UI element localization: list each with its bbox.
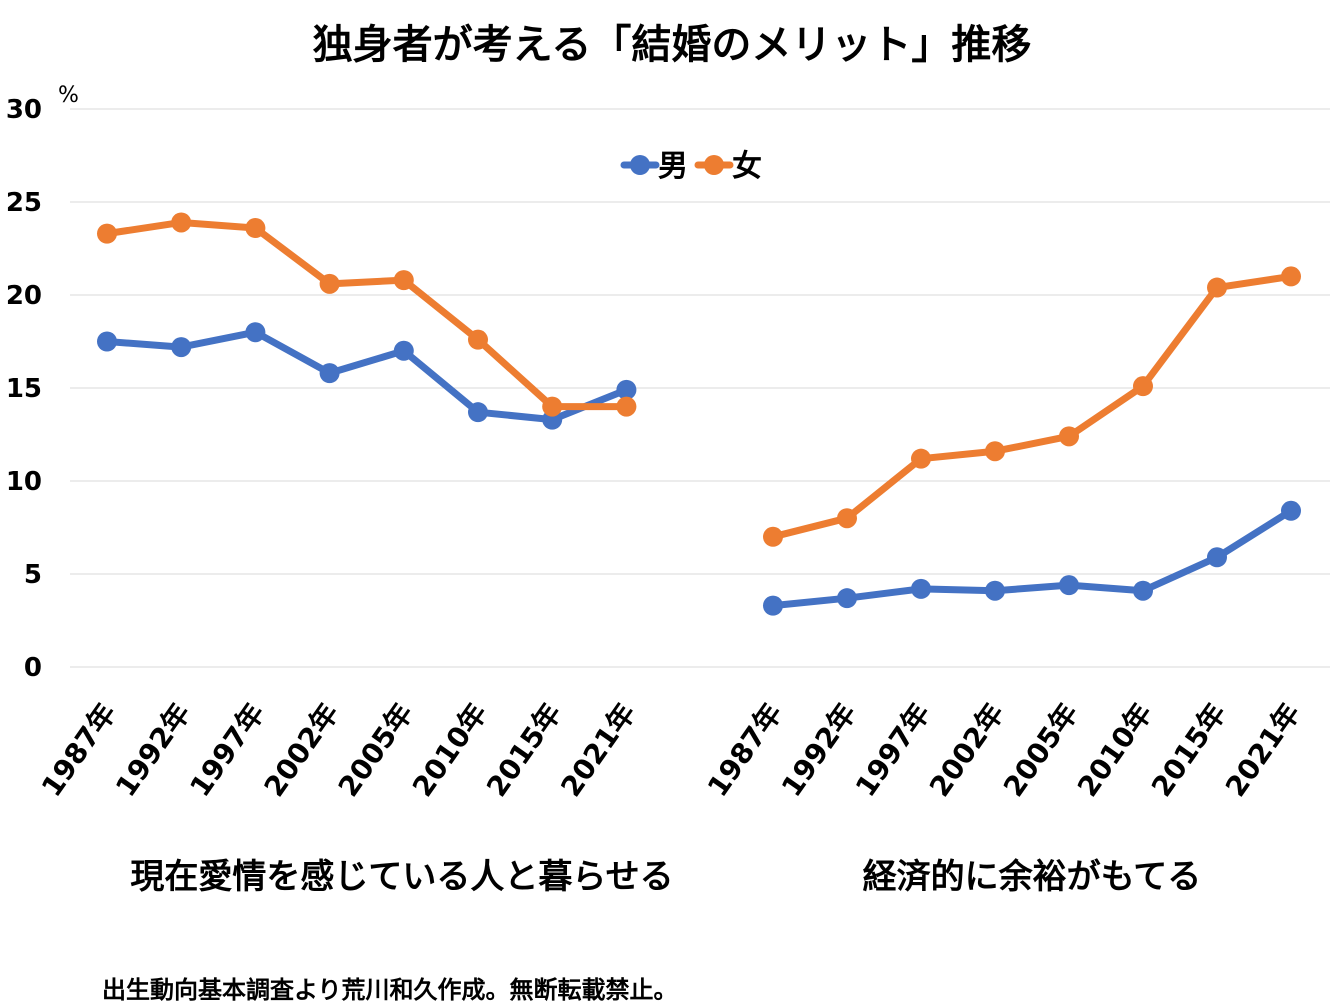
data-point-male-1987年: [763, 595, 783, 616]
y-axis-ticks: 0 5 10 15 20 25 30: [6, 95, 42, 683]
series-line-female-group-1: [103, 218, 630, 411]
data-point-male-2021年: [1281, 500, 1301, 521]
data-point-female-1997年: [911, 448, 931, 469]
data-point-male-1997年: [911, 578, 931, 599]
y-axis-unit: %: [58, 83, 79, 108]
data-point-male-2010年: [1133, 580, 1153, 601]
x-tick-label: 1992年: [775, 697, 863, 803]
x-tick-label: 1987年: [701, 697, 789, 803]
x-tick-label: 2021年: [1219, 697, 1307, 803]
x-tick-label: 1997年: [183, 697, 271, 803]
x-tick-label: 1997年: [849, 697, 937, 803]
x-tick-label: 2002年: [923, 697, 1011, 803]
data-point-male-2021年: [616, 379, 637, 400]
y-tick-label: 0: [24, 653, 42, 683]
data-point-male-1997年: [245, 322, 266, 343]
y-tick-label: 5: [24, 560, 42, 590]
data-point-female-1992年: [171, 212, 192, 233]
x-tick-label: 2010年: [1071, 697, 1159, 803]
chart-title: 独身者が考える「結婚のメリット」推移: [313, 22, 1032, 68]
data-point-male-2010年: [468, 402, 488, 423]
gridlines: [70, 108, 1330, 668]
data-point-female-2010年: [1133, 376, 1153, 397]
data-point-male-2005年: [1059, 575, 1079, 596]
source-note: 出生動向基本調査より荒川和久作成。無断転載禁止。: [102, 976, 678, 1004]
data-point-female-2015年: [1207, 277, 1227, 298]
legend: 男女: [620, 149, 762, 184]
series-line-male-group-1: [103, 328, 630, 424]
legend-label-female: 女: [732, 149, 762, 184]
legend-marker-female: [704, 155, 724, 175]
x-tick-label: 2010年: [406, 697, 494, 803]
data-point-male-1992年: [837, 588, 857, 609]
y-tick-label: 15: [6, 374, 42, 404]
x-tick-label: 2021年: [554, 697, 642, 803]
data-point-male-1987年: [97, 331, 117, 352]
data-point-female-2005年: [393, 270, 414, 291]
data-point-female-1997年: [245, 218, 266, 239]
legend-label-male: 男: [658, 149, 688, 184]
series-line-male-group-2: [769, 507, 1295, 610]
data-point-female-2021年: [1281, 266, 1301, 287]
y-tick-label: 10: [6, 467, 42, 497]
data-point-male-2002年: [985, 580, 1005, 601]
data-point-male-2015年: [1207, 547, 1227, 568]
data-point-female-2021年: [616, 396, 637, 417]
data-point-female-1987年: [97, 223, 117, 244]
x-tick-label: 1987年: [35, 697, 123, 803]
y-tick-label: 20: [6, 281, 42, 311]
x-tick-label: 1992年: [109, 697, 197, 803]
x-tick-label: 2015年: [1145, 697, 1233, 803]
data-point-female-2002年: [319, 273, 340, 294]
series-line-female-group-2: [769, 272, 1295, 541]
group-label-1: 現在愛情を感じている人と暮らせる: [130, 857, 673, 897]
data-point-female-1987年: [763, 526, 783, 547]
y-tick-label: 30: [6, 95, 42, 125]
group-label-2: 経済的に余裕がもてる: [863, 857, 1202, 897]
data-point-female-2005年: [1059, 426, 1079, 447]
series-layer: [97, 212, 1301, 616]
data-point-male-1992年: [171, 337, 192, 358]
data-point-female-1992年: [837, 508, 857, 529]
legend-marker-male: [630, 155, 650, 175]
data-point-female-2015年: [542, 396, 563, 417]
data-point-male-2002年: [319, 363, 340, 384]
data-point-female-2010年: [468, 329, 488, 350]
group-labels: 現在愛情を感じている人と暮らせる 経済的に余裕がもてる: [130, 857, 1201, 897]
data-point-female-2002年: [985, 441, 1005, 462]
x-tick-label: 2005年: [997, 697, 1085, 803]
x-tick-label: 2015年: [480, 697, 568, 803]
x-tick-label: 2005年: [332, 697, 420, 803]
x-axis-ticks: 1987年1992年1997年2002年2005年2010年2015年2021年…: [35, 697, 1307, 803]
y-tick-label: 25: [6, 188, 42, 218]
data-point-male-2005年: [393, 340, 414, 361]
x-tick-label: 2002年: [258, 697, 346, 803]
